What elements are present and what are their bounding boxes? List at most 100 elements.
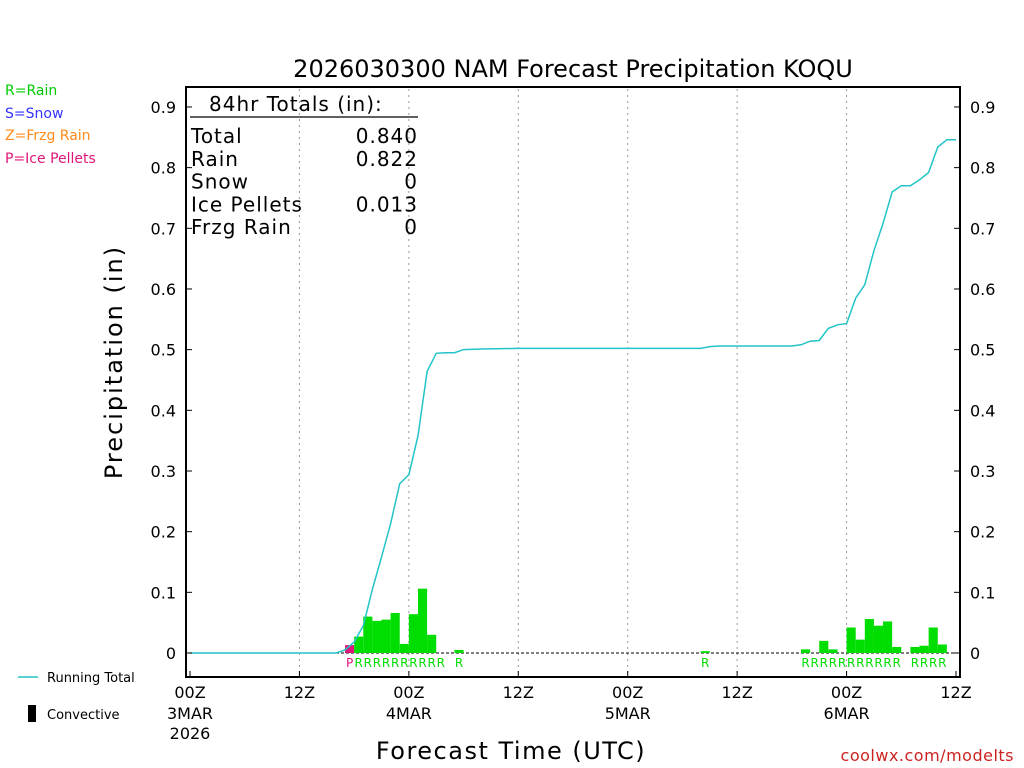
precip-bar: [892, 646, 902, 653]
precip-bar: [354, 636, 364, 653]
y-tick-label: 0.4: [151, 401, 176, 420]
precip-type-letter: R: [929, 656, 937, 670]
precip-bar: [937, 644, 947, 653]
precip-bar: [819, 640, 829, 653]
y-tick-label-right: 0.8: [970, 159, 995, 178]
y-tick-label-right: 0.3: [970, 462, 995, 481]
precip-type-legend-item: Z=Frzg Rain: [5, 128, 91, 144]
y-axis-right: 0 0.1 0.2 0.3 0.4 0.5 0.6 0.7 0.8 0.9: [954, 98, 995, 663]
x-tick-label: 12Z: [503, 683, 534, 702]
x-tick-label: 00Z: [612, 683, 643, 702]
precip-bar: [846, 627, 856, 653]
precip-bar: [919, 645, 929, 653]
totals-row-label: Snow: [191, 170, 249, 194]
x-tick-date: 4MAR: [386, 704, 432, 723]
precip-type-letter: R: [810, 656, 818, 670]
precip-type-letter: R: [373, 656, 381, 670]
precip-bar: [363, 616, 373, 653]
precip-type-legend: R=Rain S=Snow Z=Frzg Rain P=Ice Pellets: [5, 80, 96, 170]
totals-row-label: Frzg Rain: [191, 215, 292, 239]
y-tick-label-right: 0.2: [970, 523, 995, 542]
precip-bar: [800, 649, 811, 653]
precip-type-letter: R: [920, 656, 928, 670]
precip-type-letter: R: [865, 656, 873, 670]
y-tick-label: 0.6: [151, 280, 176, 299]
precip-type-letter: R: [437, 656, 445, 670]
precip-type-letter: R: [364, 656, 372, 670]
y-tick-label-right: 0.1: [970, 583, 995, 602]
precip-bar: [454, 649, 464, 653]
y-tick-label: 0.1: [151, 583, 176, 602]
gridlines: [298, 89, 848, 675]
y-tick-label: 0.8: [151, 159, 176, 178]
x-tick-label: 12Z: [940, 683, 971, 702]
y-tick-label: 0: [166, 644, 176, 663]
credit-text: coolwx.com/modelts: [841, 746, 1014, 765]
y-tick-label-right: 0.4: [970, 401, 995, 420]
precip-type-letter: R: [400, 656, 408, 670]
precip-type-letter: R: [418, 656, 426, 670]
precip-type-letter: R: [801, 656, 809, 670]
precip-type-letter: R: [838, 656, 846, 670]
x-tick-date: 6MAR: [824, 704, 870, 723]
convective-legend-label: Convective: [47, 708, 120, 723]
totals-row-label: Ice Pellets: [191, 192, 303, 216]
y-tick-label: 0.9: [151, 98, 176, 117]
x-tick-date: 3MAR: [167, 704, 213, 723]
precip-bar: [855, 639, 865, 653]
y-tick-label: 0.5: [151, 341, 176, 360]
precip-type-letter: R: [938, 656, 946, 670]
y-tick-label-right: 0.5: [970, 341, 995, 360]
y-tick-label: 0.3: [151, 462, 176, 481]
y-axis-label: Precipitation (in): [100, 245, 128, 479]
totals-rows: Total 0.840 Rain 0.822 Snow 0 Ice Pellets 0.013…: [190, 124, 418, 239]
precip-bar: [427, 634, 437, 653]
precip-bar: [408, 614, 418, 653]
x-tick-label: 00Z: [174, 683, 205, 702]
running-total-line: [190, 138, 956, 654]
x-tick-label: 00Z: [393, 683, 424, 702]
y-tick-label-right: 0: [970, 644, 980, 663]
precip-bar: [700, 651, 710, 653]
precip-type-letter: R: [874, 656, 882, 670]
y-axis-left: 0 0.1 0.2 0.3 0.4 0.5 0.6 0.7 0.8 0.9: [151, 98, 192, 663]
x-tick-label: 00Z: [831, 683, 862, 702]
precip-type-letter: R: [893, 656, 901, 670]
precip-type-letter: R: [409, 656, 417, 670]
chart-title: 2026030300 NAM Forecast Precipitation KO…: [293, 55, 853, 83]
totals-box: 84hr Totals (in): Total 0.840 Rain 0.822 Sno…: [190, 92, 418, 239]
precip-type-letter: R: [911, 656, 919, 670]
x-tick-label: 12Z: [284, 683, 315, 702]
precip-bar: [873, 625, 884, 653]
x-tick-year: 2026: [170, 724, 211, 743]
precip-type-letter: R: [883, 656, 891, 670]
precip-type-letter: R: [427, 656, 435, 670]
totals-row-value: 0.013: [356, 192, 418, 216]
precip-bar: [399, 643, 409, 653]
y-tick-label: 0.7: [151, 219, 176, 238]
precip-type-letter: R: [382, 656, 390, 670]
precip-type-letter: R: [820, 656, 828, 670]
precip-bar: [910, 646, 920, 653]
x-tick-date: 5MAR: [605, 704, 651, 723]
totals-row-label: Total: [190, 124, 243, 148]
totals-row-value: 0: [404, 170, 418, 194]
y-tick-label: 0.2: [151, 523, 176, 542]
totals-row-label: Rain: [191, 147, 239, 171]
convective-legend-swatch: [28, 705, 36, 722]
precip-type-letter: P: [346, 656, 353, 670]
x-tick-label: 12Z: [721, 683, 752, 702]
x-axis-label: Forecast Time (UTC): [376, 737, 646, 765]
precip-bar: [345, 645, 355, 653]
precip-type-letter: R: [355, 656, 363, 670]
precip-bar: [864, 619, 874, 653]
totals-header: 84hr Totals (in):: [209, 92, 383, 116]
precip-type-letter: R: [829, 656, 837, 670]
precip-bar: [381, 619, 391, 653]
precip-type-letter: R: [391, 656, 399, 670]
y-tick-label-right: 0.9: [970, 98, 995, 117]
totals-row-value: 0.822: [356, 147, 418, 171]
